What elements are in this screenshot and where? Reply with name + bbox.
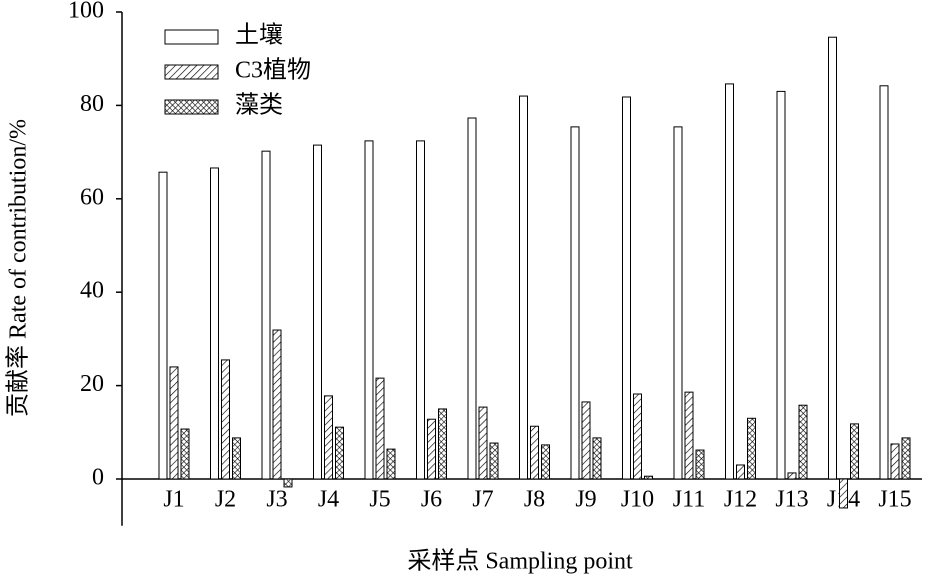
y-tick-label: 100 <box>68 0 104 24</box>
bar <box>798 404 808 480</box>
bar <box>221 359 230 480</box>
x-tick-label: J15 <box>878 487 911 513</box>
x-axis-title: 采样点 Sampling point <box>407 548 633 575</box>
bar <box>695 449 705 480</box>
bar <box>478 406 488 480</box>
bar <box>828 36 837 480</box>
bar <box>158 171 168 480</box>
y-tick-label: 40 <box>80 278 104 304</box>
bar <box>180 428 190 480</box>
x-tick-label: J4 <box>318 487 339 513</box>
bar <box>736 464 745 480</box>
bar <box>541 444 550 480</box>
bar <box>232 437 241 480</box>
bar <box>879 85 889 480</box>
y-tick-label: 20 <box>80 371 104 397</box>
bar <box>787 472 797 480</box>
legend-label: 藻类 <box>235 92 283 119</box>
bar <box>416 140 425 480</box>
bar <box>901 437 911 480</box>
bar <box>313 144 322 480</box>
y-axis-title: 贡献率 Rate of contribution/% <box>5 119 32 417</box>
bar <box>581 401 591 480</box>
bar <box>519 95 528 480</box>
bar <box>673 126 683 480</box>
legend-label: 土壤 <box>235 22 283 49</box>
y-tick-label: 0 <box>92 465 104 491</box>
x-tick-label: J3 <box>266 487 287 513</box>
bar <box>530 425 539 480</box>
bar <box>375 377 385 480</box>
x-tick-label: J5 <box>369 487 390 513</box>
x-tick-label: J13 <box>775 487 808 513</box>
bar <box>747 417 756 480</box>
bar <box>324 395 333 480</box>
bar <box>776 90 786 480</box>
x-tick-label: J12 <box>724 487 757 513</box>
x-tick-label: J10 <box>621 487 654 513</box>
legend-swatch <box>164 99 219 115</box>
x-tick-label: J11 <box>673 487 705 513</box>
bar <box>633 393 642 480</box>
x-tick-label: J9 <box>575 487 596 513</box>
bar <box>210 167 219 480</box>
bar <box>261 150 271 480</box>
bar <box>622 96 631 480</box>
bar <box>725 83 734 480</box>
bar <box>386 448 396 480</box>
bar <box>644 475 653 480</box>
bar <box>489 442 499 480</box>
x-tick-label: J8 <box>524 487 545 513</box>
bar <box>272 329 282 480</box>
bar <box>283 478 293 488</box>
x-tick-label: J7 <box>472 487 493 513</box>
legend-swatch <box>164 64 219 80</box>
bar <box>850 423 859 480</box>
x-tick-label: J1 <box>163 487 184 513</box>
x-tick-label: J6 <box>421 487 442 513</box>
bar <box>364 140 374 480</box>
bar <box>169 366 179 480</box>
bar <box>839 478 848 509</box>
legend-swatch <box>164 29 219 45</box>
bar <box>570 126 580 480</box>
bar <box>592 437 602 480</box>
bar <box>335 426 344 480</box>
bar <box>684 391 694 480</box>
bar <box>438 408 447 480</box>
x-tick-label: J2 <box>215 487 236 513</box>
y-tick-label: 80 <box>80 91 104 117</box>
bar <box>890 443 900 480</box>
y-tick-label: 60 <box>80 184 104 210</box>
bar <box>467 117 477 480</box>
bar <box>427 418 436 480</box>
legend-label: C3植物 <box>235 57 311 84</box>
